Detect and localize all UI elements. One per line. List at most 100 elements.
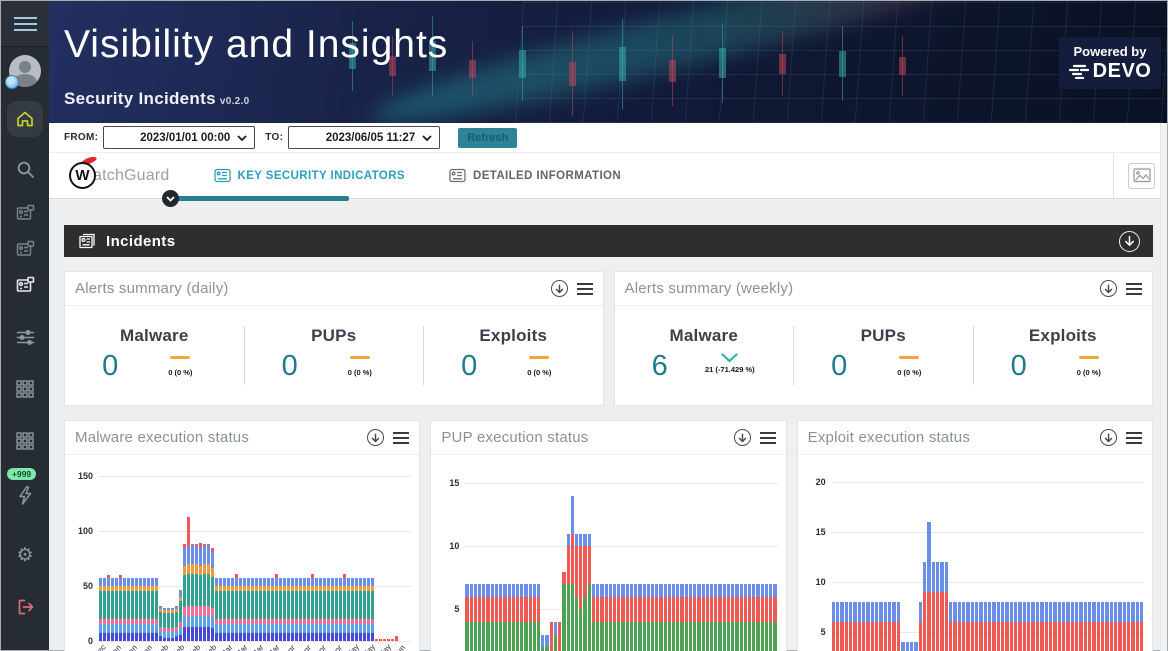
bar[interactable]	[909, 642, 914, 651]
bar[interactable]	[1001, 602, 1005, 651]
bar[interactable]	[575, 533, 579, 651]
bar[interactable]	[243, 578, 246, 641]
download-card-button[interactable]	[550, 280, 568, 297]
bar[interactable]	[1105, 602, 1109, 651]
bar[interactable]	[870, 602, 875, 651]
sidebar-item-settings[interactable]: ⚙	[1, 537, 49, 573]
bar[interactable]	[862, 602, 866, 651]
bar[interactable]	[879, 602, 883, 651]
bar[interactable]	[769, 584, 773, 651]
bar[interactable]	[935, 562, 940, 651]
bar[interactable]	[175, 605, 178, 641]
sidebar-item-board-1[interactable]	[1, 195, 49, 231]
bar[interactable]	[367, 578, 370, 641]
bar[interactable]	[875, 602, 879, 651]
bar[interactable]	[215, 578, 218, 641]
bar[interactable]	[638, 584, 642, 651]
bar[interactable]	[680, 584, 684, 651]
sidebar-item-apps-2[interactable]	[1, 423, 49, 459]
bar[interactable]	[486, 584, 490, 651]
bar[interactable]	[726, 584, 731, 651]
sidebar-item-filters[interactable]	[1, 319, 49, 355]
bar[interactable]	[251, 578, 254, 641]
bar[interactable]	[710, 584, 714, 651]
bar[interactable]	[743, 584, 747, 651]
bar[interactable]	[646, 584, 650, 651]
bar[interactable]	[179, 590, 182, 641]
bar[interactable]	[291, 578, 294, 641]
hamburger-menu-icon[interactable]	[1, 1, 49, 47]
bar[interactable]	[888, 602, 892, 651]
bar[interactable]	[883, 602, 888, 651]
bar[interactable]	[629, 584, 634, 651]
bar[interactable]	[655, 584, 659, 651]
bar[interactable]	[992, 602, 996, 651]
bar[interactable]	[1083, 602, 1087, 651]
card-menu-button[interactable]	[1125, 431, 1142, 444]
bar[interactable]	[1009, 602, 1014, 651]
bar[interactable]	[549, 621, 553, 651]
bar[interactable]	[970, 602, 974, 651]
sidebar-item-board-2[interactable]	[1, 231, 49, 267]
bar[interactable]	[247, 578, 250, 641]
bar[interactable]	[1074, 602, 1079, 651]
bar[interactable]	[1061, 602, 1066, 651]
bar[interactable]	[587, 533, 591, 651]
bar[interactable]	[1044, 602, 1048, 651]
bar[interactable]	[579, 533, 583, 651]
bar[interactable]	[739, 584, 743, 651]
bar[interactable]	[621, 584, 625, 651]
bar[interactable]	[735, 584, 739, 651]
bar[interactable]	[600, 584, 604, 651]
bar[interactable]	[283, 578, 286, 641]
bar[interactable]	[764, 584, 769, 651]
bar[interactable]	[275, 573, 278, 641]
bar[interactable]	[511, 584, 515, 651]
bar[interactable]	[287, 578, 290, 641]
bar[interactable]	[528, 584, 532, 651]
bar[interactable]	[219, 578, 222, 641]
bar[interactable]	[195, 544, 198, 641]
bar[interactable]	[127, 578, 130, 641]
bar[interactable]	[1092, 602, 1096, 651]
bar[interactable]	[231, 578, 234, 641]
bar[interactable]	[227, 578, 230, 641]
screenshot-button[interactable]	[1128, 162, 1155, 189]
bar[interactable]	[347, 578, 350, 641]
scrollbar-track[interactable]	[1160, 123, 1167, 651]
bar[interactable]	[676, 584, 680, 651]
bar[interactable]	[1027, 602, 1031, 651]
bar[interactable]	[604, 584, 608, 651]
download-card-button[interactable]	[1100, 280, 1117, 297]
bar[interactable]	[844, 602, 849, 651]
bar[interactable]	[1040, 602, 1044, 651]
bar[interactable]	[1131, 602, 1135, 651]
bar[interactable]	[866, 602, 870, 651]
bar[interactable]	[944, 562, 948, 651]
bar[interactable]	[99, 578, 102, 641]
download-card-button[interactable]	[367, 429, 385, 446]
sidebar-item-board-3[interactable]	[1, 267, 49, 303]
bar[interactable]	[171, 607, 174, 641]
bar[interactable]	[335, 578, 338, 641]
bar[interactable]	[203, 544, 206, 641]
bar[interactable]	[1122, 602, 1127, 651]
bar[interactable]	[187, 516, 190, 641]
bar[interactable]	[1022, 602, 1027, 651]
bar[interactable]	[1100, 602, 1105, 651]
bar[interactable]	[163, 607, 166, 641]
to-date-picker[interactable]: 2023/06/05 11:27	[288, 126, 441, 149]
sidebar-item-search[interactable]	[1, 151, 49, 187]
bar[interactable]	[537, 584, 541, 651]
bar[interactable]	[966, 602, 970, 651]
bar[interactable]	[583, 533, 587, 651]
bar[interactable]	[103, 578, 106, 641]
bar[interactable]	[465, 584, 469, 651]
bar[interactable]	[983, 602, 988, 651]
bar[interactable]	[853, 602, 857, 651]
bar[interactable]	[940, 562, 944, 651]
bar[interactable]	[553, 621, 558, 651]
bar[interactable]	[663, 584, 667, 651]
bar[interactable]	[323, 578, 326, 641]
bar[interactable]	[271, 578, 274, 641]
